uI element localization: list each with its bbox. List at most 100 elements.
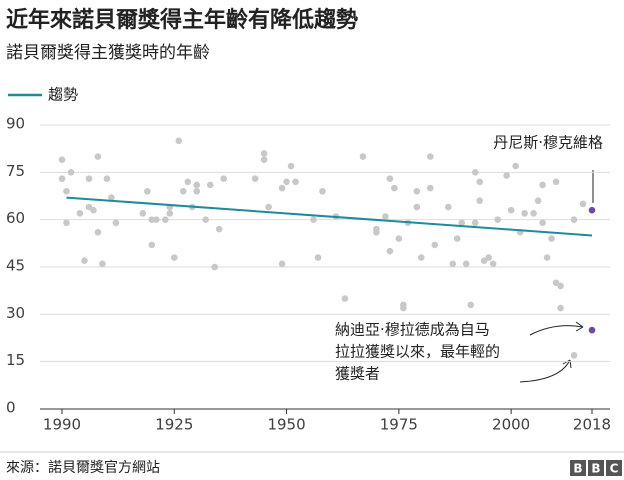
point bbox=[413, 187, 421, 195]
point bbox=[220, 175, 227, 182]
point bbox=[251, 175, 259, 182]
chart-title: 近年來諾貝爾獎得主年齡有降低趨勢 bbox=[6, 7, 358, 33]
point bbox=[211, 263, 219, 271]
point bbox=[90, 206, 97, 214]
point bbox=[476, 178, 484, 186]
point bbox=[530, 210, 537, 217]
logo-letter: C bbox=[610, 462, 619, 476]
point bbox=[543, 254, 551, 261]
point bbox=[588, 206, 596, 214]
point bbox=[184, 178, 192, 186]
point bbox=[570, 352, 578, 359]
point bbox=[85, 175, 93, 182]
y-tick-label: 60 bbox=[6, 209, 25, 227]
point bbox=[63, 187, 70, 195]
point bbox=[310, 216, 317, 223]
point bbox=[94, 228, 102, 236]
point bbox=[265, 203, 272, 211]
x-tick-label: 1990 bbox=[43, 416, 81, 434]
point bbox=[175, 137, 183, 145]
point bbox=[359, 153, 367, 160]
point bbox=[386, 247, 394, 255]
annotation: 丹尼斯·穆克維格 bbox=[493, 134, 603, 152]
point bbox=[391, 184, 398, 192]
logo: BBCBBC bbox=[570, 460, 622, 476]
point bbox=[462, 260, 470, 268]
point bbox=[341, 295, 349, 302]
point bbox=[431, 241, 439, 249]
annotation-arrowhead bbox=[575, 321, 584, 332]
x-tick-label: 1975 bbox=[380, 416, 418, 434]
point bbox=[103, 175, 111, 182]
annotation-arrow bbox=[529, 325, 584, 336]
point bbox=[444, 203, 452, 211]
logo-letter: B bbox=[591, 462, 600, 476]
point bbox=[166, 210, 174, 217]
point bbox=[215, 225, 223, 233]
point bbox=[534, 197, 542, 205]
point bbox=[58, 175, 66, 182]
point bbox=[278, 260, 286, 268]
point bbox=[112, 219, 120, 227]
point bbox=[382, 213, 389, 220]
point bbox=[471, 219, 479, 227]
point bbox=[539, 181, 546, 189]
point bbox=[283, 178, 290, 186]
x-tick-label: 1925 bbox=[155, 416, 193, 434]
annotation: 獲獎者 bbox=[335, 365, 380, 383]
point bbox=[539, 219, 546, 227]
y-tick-label: 75 bbox=[6, 162, 25, 180]
point bbox=[287, 162, 295, 170]
point bbox=[512, 162, 519, 170]
source: 來源：諾貝爾獎官方網站 bbox=[6, 460, 160, 476]
y-tick-label: 90 bbox=[6, 115, 25, 133]
point bbox=[58, 156, 66, 164]
point bbox=[292, 178, 299, 186]
logo-box bbox=[606, 460, 622, 476]
point bbox=[427, 153, 434, 160]
point bbox=[76, 210, 84, 217]
point bbox=[579, 200, 587, 208]
point bbox=[552, 178, 560, 186]
point bbox=[67, 169, 75, 176]
point bbox=[400, 304, 407, 312]
chart-subtitle: 諾貝爾獎得主獲獎時的年齡 bbox=[6, 43, 210, 63]
point bbox=[179, 187, 187, 195]
logo-box bbox=[570, 460, 586, 476]
point bbox=[148, 241, 156, 249]
point bbox=[94, 153, 102, 160]
point bbox=[144, 187, 151, 195]
point bbox=[81, 257, 88, 264]
point bbox=[507, 206, 515, 214]
point bbox=[162, 216, 169, 223]
trend-line bbox=[66, 196, 593, 237]
point bbox=[170, 254, 178, 261]
point bbox=[521, 210, 528, 217]
point bbox=[548, 235, 555, 242]
point bbox=[395, 235, 403, 242]
point bbox=[467, 301, 475, 309]
x-tick-label: 2000 bbox=[492, 416, 530, 434]
point bbox=[418, 254, 425, 261]
annotation: 拉拉獲獎以來，最年輕的 bbox=[335, 343, 500, 361]
point bbox=[206, 181, 214, 189]
point bbox=[108, 194, 115, 201]
point bbox=[449, 260, 457, 268]
point bbox=[570, 216, 578, 223]
point bbox=[476, 197, 484, 205]
point bbox=[471, 169, 479, 176]
point bbox=[63, 219, 70, 227]
point bbox=[202, 216, 210, 223]
y-tick-label: 30 bbox=[6, 304, 25, 322]
point bbox=[494, 216, 501, 223]
legend-label: 趨勢 bbox=[48, 86, 78, 104]
point bbox=[503, 172, 510, 179]
point bbox=[458, 219, 466, 227]
point bbox=[319, 187, 326, 195]
annotation-arrow bbox=[519, 359, 571, 383]
point bbox=[557, 304, 564, 312]
point bbox=[314, 254, 322, 261]
point bbox=[427, 184, 434, 192]
y-tick-label: 0 bbox=[6, 399, 16, 417]
